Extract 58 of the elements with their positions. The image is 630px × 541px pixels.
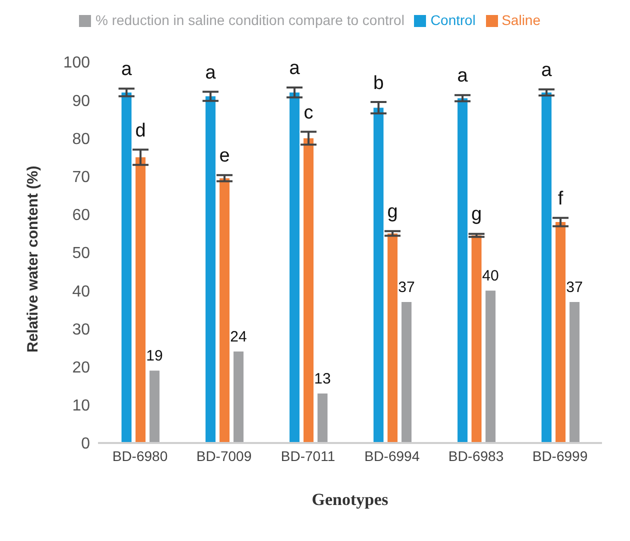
data-label: 24: [230, 328, 247, 346]
y-tick-label: 80: [72, 130, 90, 148]
x-tick-label: BD-6980: [112, 448, 168, 464]
data-label: a: [289, 58, 300, 80]
x-tick-label: BD-7009: [196, 448, 252, 464]
legend-label: % reduction in saline condition compare to control: [95, 12, 404, 28]
data-label: a: [541, 60, 552, 81]
data-label: 37: [566, 279, 583, 296]
bar: [206, 96, 216, 443]
x-tick-label: BD-6983: [448, 448, 504, 464]
y-tick-label: 0: [81, 436, 90, 453]
data-label: b: [373, 72, 384, 94]
bar: [304, 138, 314, 443]
bar: [150, 370, 160, 443]
legend-label: Saline: [502, 12, 540, 28]
data-label: e: [219, 146, 230, 167]
data-label: a: [457, 66, 468, 87]
data-label: 13: [314, 370, 331, 388]
x-axis-title: Genotypes: [312, 490, 389, 509]
y-tick-label: 40: [72, 283, 90, 300]
x-tick-label: BD-7011: [280, 448, 336, 464]
data-label: c: [304, 102, 314, 124]
data-label: g: [471, 204, 482, 226]
bar: [374, 108, 384, 443]
bar: [122, 92, 132, 443]
bar: [458, 98, 468, 443]
legend-label: Control: [430, 12, 476, 28]
x-tick-label: BD-6999: [532, 448, 588, 464]
bar: [290, 92, 300, 443]
y-axis-title: Relative water content (%): [24, 166, 42, 352]
bar: [234, 352, 244, 443]
data-label: d: [135, 120, 146, 142]
bar: [402, 302, 412, 443]
y-tick-label: 100: [63, 54, 90, 72]
x-tick-label: BD-6994: [364, 448, 420, 464]
data-label: f: [558, 188, 564, 210]
y-tick-label: 70: [72, 168, 90, 186]
bar: [486, 290, 496, 443]
data-label: 19: [146, 348, 163, 365]
y-tick-label: 10: [72, 398, 90, 415]
y-tick-label: 90: [72, 92, 90, 110]
data-label: 40: [482, 268, 499, 285]
y-tick-label: 30: [72, 321, 90, 338]
data-label: g: [387, 201, 398, 222]
y-tick-label: 50: [72, 245, 90, 262]
y-tick-label: 20: [72, 359, 90, 376]
data-label: 37: [398, 279, 415, 296]
bar: [542, 92, 552, 443]
data-label: a: [205, 62, 216, 84]
data-label: a: [121, 59, 132, 80]
bar: [556, 222, 566, 443]
bar: [472, 235, 482, 443]
bar: [388, 233, 398, 443]
bar: [570, 302, 580, 443]
y-tick-label: 60: [72, 207, 90, 224]
bar: [318, 393, 328, 443]
bar: [136, 157, 146, 443]
bar: [220, 178, 230, 443]
